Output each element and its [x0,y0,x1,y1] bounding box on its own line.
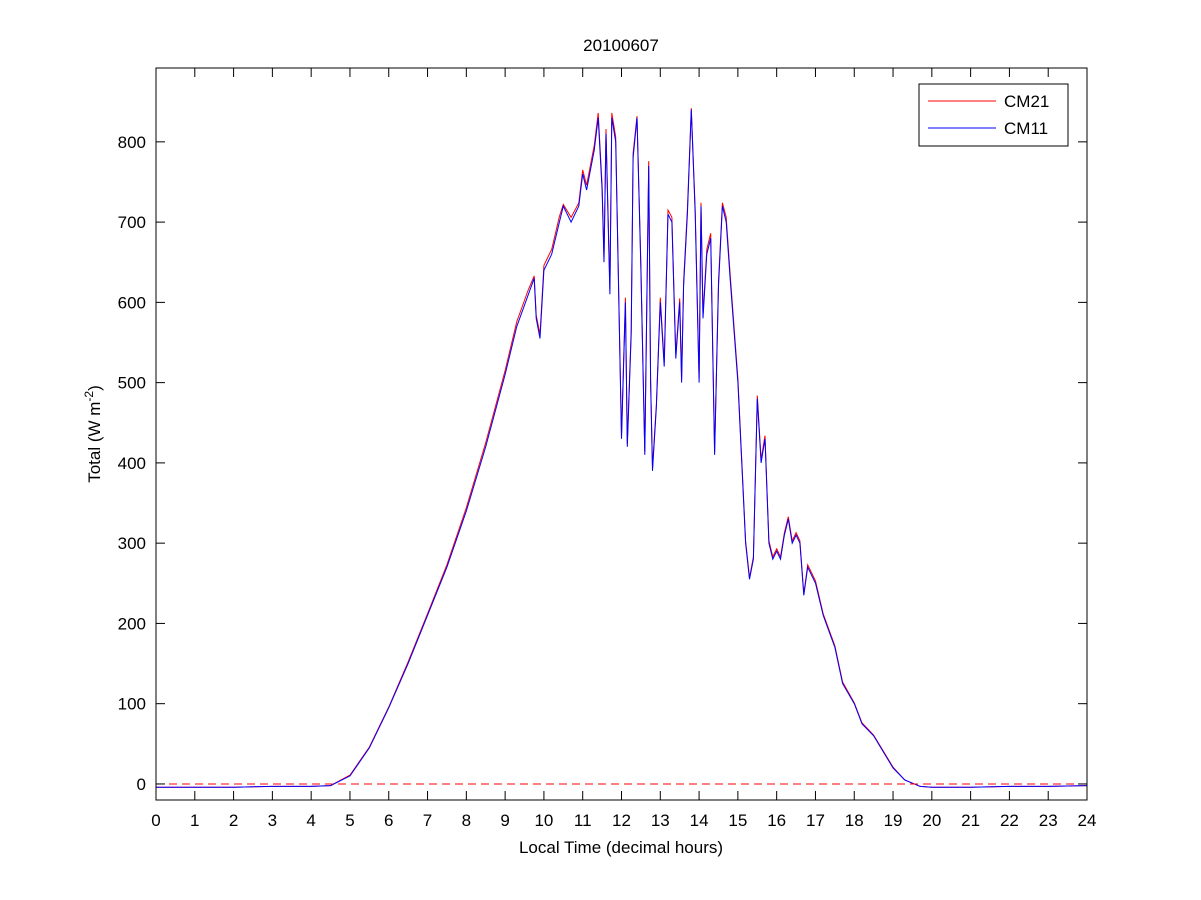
x-tick-label: 9 [500,811,509,830]
x-tick-label: 13 [651,811,670,830]
x-tick-label: 5 [345,811,354,830]
y-tick-label: 100 [118,695,146,714]
x-tick-label: 7 [423,811,432,830]
x-tick-label: 6 [384,811,393,830]
y-tick-label: 200 [118,614,146,633]
y-tick-label: 500 [118,374,146,393]
x-tick-label: 12 [612,811,631,830]
y-axis-label-sup: -2 [82,391,96,402]
y-tick-label: 800 [118,133,146,152]
x-tick-label: 2 [229,811,238,830]
x-tick-label: 11 [574,811,592,830]
legend-label-cm11: CM11 [1004,119,1048,138]
x-tick-label: 4 [306,811,315,830]
x-tick-label: 14 [690,811,709,830]
y-axis-label-end: ) [85,385,104,391]
series-line-cm11 [156,109,1088,788]
chart-title: 20100607 [583,36,659,55]
y-tick-label: 300 [118,534,146,553]
x-tick-label: 20 [922,811,941,830]
x-tick-label: 3 [268,811,277,830]
x-tick-label: 21 [961,811,980,830]
x-tick-label: 24 [1078,811,1097,830]
x-axis-label: Local Time (decimal hours) [519,838,723,857]
y-tick-label: 600 [118,293,146,312]
x-tick-label: 0 [151,811,160,830]
y-tick-label: 0 [137,775,146,794]
x-tick-label: 22 [1000,811,1019,830]
y-tick-label: 700 [118,213,146,232]
series-layer [156,108,1088,788]
y-axis-label-main: Total (W m [85,402,104,483]
x-tick-label: 1 [190,811,199,830]
ticks-layer: 0 1 2 3 4 5 6 7 8 9 10 11 12 13 14 15 16 17 18 19 20 21 22 23 24… [118,68,1097,830]
x-tick-label: 23 [1039,811,1058,830]
legend-label-cm21: CM21 [1004,92,1049,111]
x-tick-label: 16 [767,811,786,830]
x-tick-label: 8 [462,811,471,830]
legend: CM21 CM11 [918,83,1069,147]
x-tick-label: 15 [728,811,747,830]
y-tick-label: 400 [118,454,146,473]
x-tick-label: 10 [534,811,553,830]
x-tick-label: 18 [845,811,864,830]
x-tick-label: 19 [884,811,903,830]
y-axis-label: Total (W m-2) [82,385,104,483]
x-tick-label: 17 [806,811,825,830]
legend-box [918,83,1069,147]
